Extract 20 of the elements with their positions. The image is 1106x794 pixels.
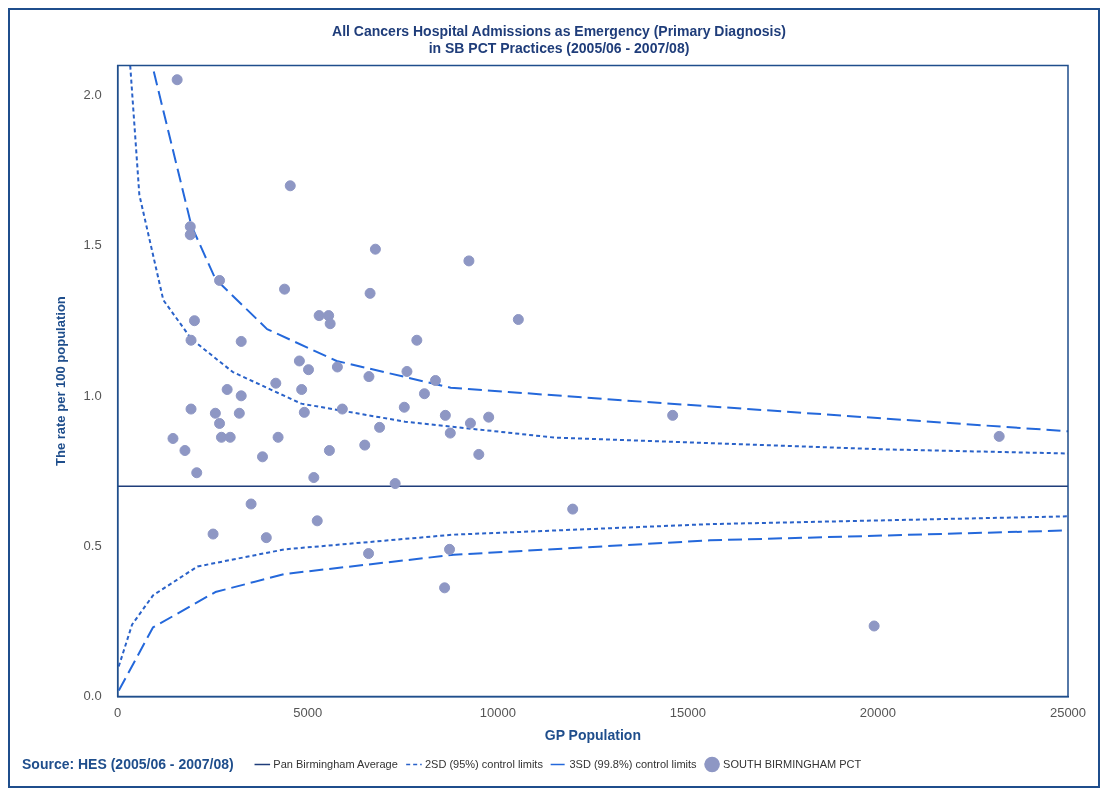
y-tick-label: 0.0 [83, 688, 102, 704]
legend-label: SOUTH BIRMINGHAM PCT [723, 757, 862, 770]
line-series [117, 515, 1068, 668]
x-tick-label: 25000 [1049, 704, 1087, 720]
x-axis-title: GP Population [544, 727, 641, 744]
x-tick-label: 20000 [859, 704, 897, 720]
y-tick-label: 1.0 [83, 387, 102, 403]
x-tick-label: 0 [114, 704, 122, 720]
y-tick-label: 0.5 [83, 537, 102, 553]
x-tick-label: 5000 [293, 704, 323, 720]
y-tick-label: 1.5 [83, 237, 102, 253]
legend-label: Pan Birmingham Average [273, 757, 398, 770]
legend-label: 3SD (99.8%) control limits [569, 757, 698, 770]
legend-label: 2SD (95%) control limits [424, 757, 544, 770]
chart-title: All Cancers Hospital Admissions as Emergency (Primary Diagnosis) in SB PCT Practices (2005/06 - 2007/08) [332, 23, 786, 57]
y-tick-label: 2.0 [83, 87, 102, 103]
y-axis-title: The rate per 100 population [53, 296, 69, 466]
source-note: Source: HES (2005/06 - 2007/08) [22, 756, 234, 772]
x-tick-label: 10000 [479, 704, 516, 720]
x-tick-label: 15000 [669, 704, 706, 720]
